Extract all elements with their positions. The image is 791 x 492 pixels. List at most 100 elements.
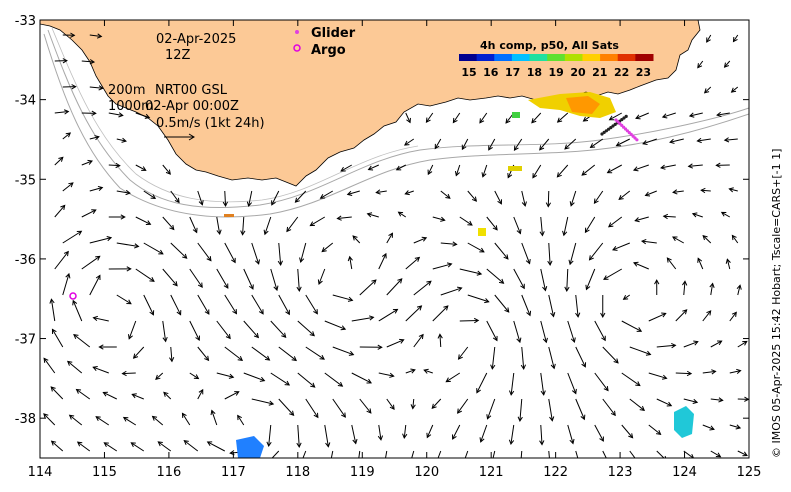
current-vector-head — [431, 403, 437, 410]
current-vector-head — [115, 162, 121, 169]
current-vector-head — [423, 368, 429, 374]
current-vector-head — [195, 335, 200, 342]
current-vector-head — [715, 452, 722, 458]
current-vector — [514, 138, 523, 151]
current-vector-head — [612, 245, 618, 251]
y-tick-label: -37 — [15, 333, 36, 348]
current-vector-head — [531, 118, 537, 124]
current-vector — [729, 188, 738, 192]
current-vector — [642, 138, 657, 145]
current-vector — [224, 391, 239, 400]
current-vector — [270, 320, 287, 338]
current-vector-head — [467, 220, 473, 226]
current-vector — [548, 450, 550, 458]
current-vector — [692, 213, 703, 218]
current-vector — [248, 190, 253, 207]
current-vector-head — [593, 198, 599, 204]
current-vector — [62, 132, 71, 140]
current-vector — [487, 398, 496, 419]
current-vector — [224, 346, 243, 361]
colorbar-labels: 15 16 17 18 19 20 21 22 23 — [461, 66, 651, 79]
current-vector-head — [366, 378, 372, 384]
current-vector-head — [582, 116, 589, 122]
x-tick-label: 116 — [156, 465, 181, 480]
current-vector-head — [299, 257, 305, 263]
current-vector — [594, 372, 609, 391]
current-vector — [162, 216, 175, 230]
current-vector-head — [736, 368, 742, 374]
current-vector-head — [162, 336, 168, 343]
current-vector-head — [476, 388, 481, 394]
current-vector — [648, 312, 666, 322]
current-vector-head — [49, 298, 55, 304]
current-vector-head — [486, 414, 492, 420]
current-vector — [271, 190, 280, 206]
current-vector — [540, 216, 543, 236]
current-vector-head — [473, 317, 480, 324]
current-vector — [297, 372, 316, 388]
current-vector-head — [570, 337, 576, 343]
current-vector-head — [95, 255, 101, 261]
current-vector-head — [691, 212, 698, 218]
current-vector-head — [149, 310, 155, 316]
current-vector — [251, 294, 264, 315]
current-vector — [648, 372, 667, 379]
current-vector-head — [237, 356, 244, 362]
current-vector-head — [169, 224, 175, 231]
current-vector — [324, 424, 329, 447]
current-vector — [359, 398, 372, 414]
current-vector — [702, 370, 716, 374]
current-vector — [494, 242, 509, 260]
current-vector — [564, 138, 577, 150]
scale-arrow — [164, 133, 195, 141]
current-vector-head — [397, 211, 404, 217]
current-vector-head — [661, 374, 668, 380]
current-vector — [621, 372, 641, 386]
current-vector — [332, 346, 354, 356]
product-label: NRT00 GSL — [155, 83, 228, 98]
x-tick-label: 119 — [350, 465, 375, 480]
current-vector — [540, 372, 545, 395]
current-vector — [358, 450, 361, 458]
current-vector — [224, 190, 227, 206]
current-vector — [413, 280, 432, 296]
current-vector — [43, 358, 56, 374]
current-vector-head — [366, 408, 372, 414]
current-vector — [688, 164, 703, 167]
current-vector-head — [525, 258, 531, 265]
current-vector-head — [730, 87, 737, 93]
current-vector-head — [254, 259, 260, 265]
current-vector-head — [51, 328, 57, 334]
current-vector — [50, 299, 56, 322]
current-vector-head — [457, 408, 462, 414]
current-vector-head — [157, 441, 163, 447]
current-vector-head — [446, 262, 453, 268]
current-vector-head — [562, 230, 568, 237]
current-vector-head — [75, 388, 82, 394]
glider-point — [604, 129, 609, 133]
current-vector — [89, 237, 112, 244]
current-vector — [557, 164, 569, 178]
current-vector — [616, 138, 630, 147]
current-vector-head — [337, 381, 344, 387]
current-vector — [162, 268, 178, 287]
current-vector-head — [457, 354, 463, 360]
current-vector — [726, 259, 731, 270]
current-vector — [656, 344, 676, 348]
current-vector — [701, 189, 711, 192]
current-vector-head — [336, 215, 342, 221]
current-vector-head — [319, 354, 325, 360]
current-vector — [405, 257, 420, 270]
current-vector-head — [549, 416, 555, 422]
current-vector-head — [375, 189, 381, 195]
current-vector-head — [577, 463, 581, 467]
current-vector-head — [642, 140, 648, 146]
glider-point — [609, 126, 613, 130]
current-vector — [729, 312, 737, 322]
current-vector-head — [68, 182, 74, 188]
colorbar-segment — [529, 54, 548, 61]
current-vector — [683, 398, 698, 403]
current-vector-head — [507, 173, 513, 179]
current-vector — [67, 361, 83, 374]
current-vector-head — [62, 58, 68, 64]
